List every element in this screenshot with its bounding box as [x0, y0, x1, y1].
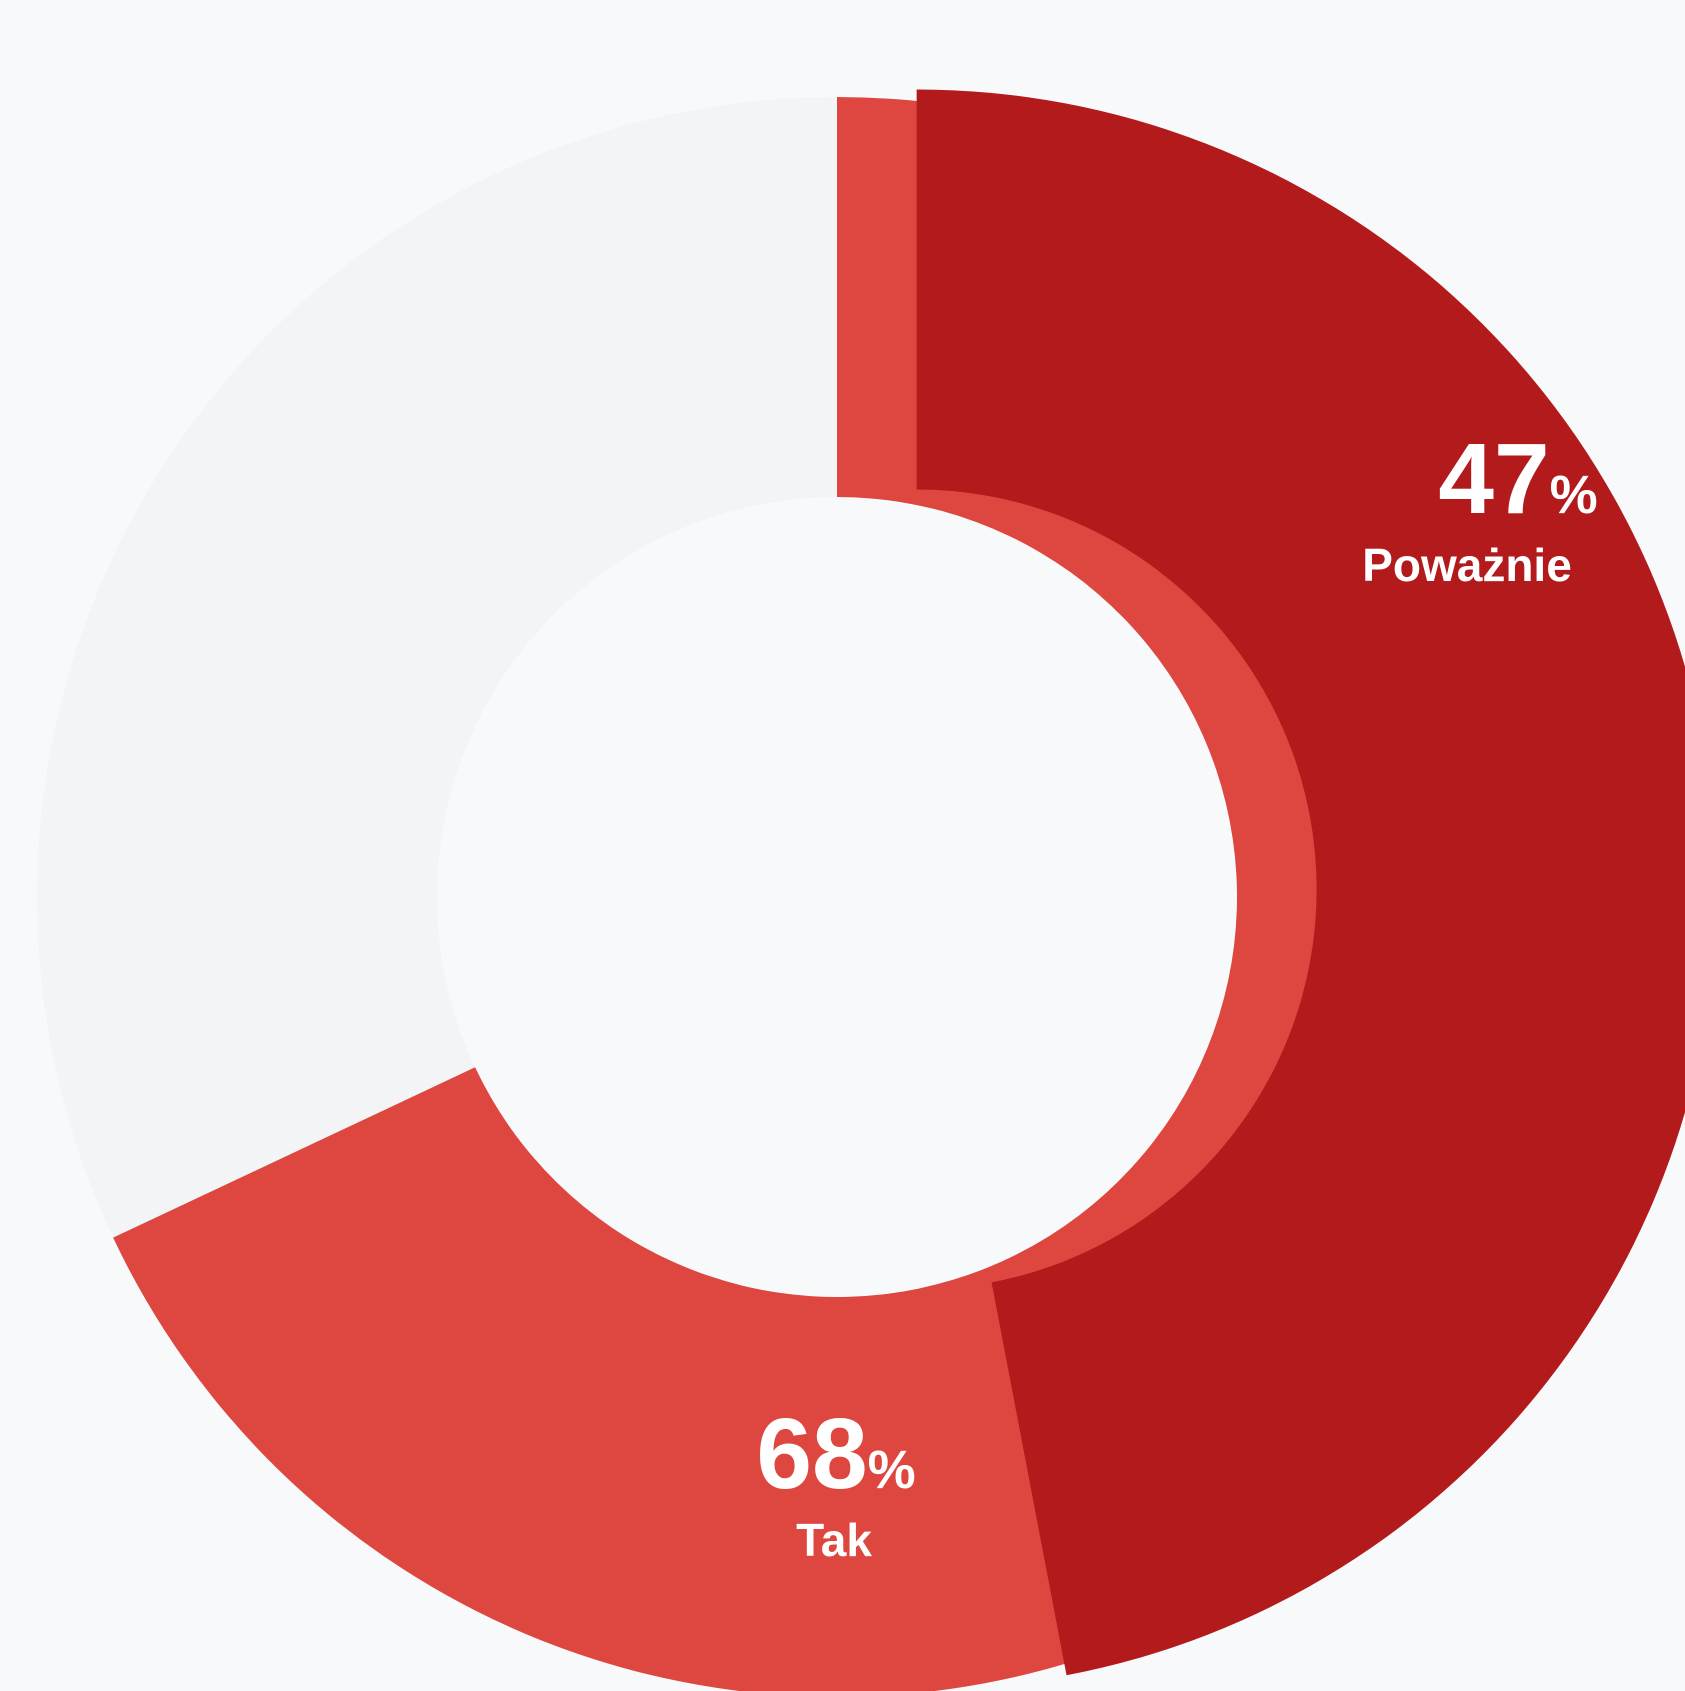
label-tak: Tak: [796, 1514, 872, 1566]
value-powaznie: 47: [1438, 423, 1549, 535]
label-powaznie: Poważnie: [1362, 539, 1572, 591]
value-tak: 68: [756, 1398, 867, 1510]
data-label-powaznie: 47% Poważnie: [1362, 423, 1597, 591]
unit-powaznie: %: [1550, 465, 1598, 525]
unit-tak: %: [868, 1440, 916, 1500]
svg-text:68%: 68%: [756, 1398, 915, 1510]
slice-powaznie: [916, 89, 1685, 1676]
svg-text:47%: 47%: [1438, 423, 1597, 535]
data-label-tak: 68% Tak: [756, 1398, 915, 1566]
